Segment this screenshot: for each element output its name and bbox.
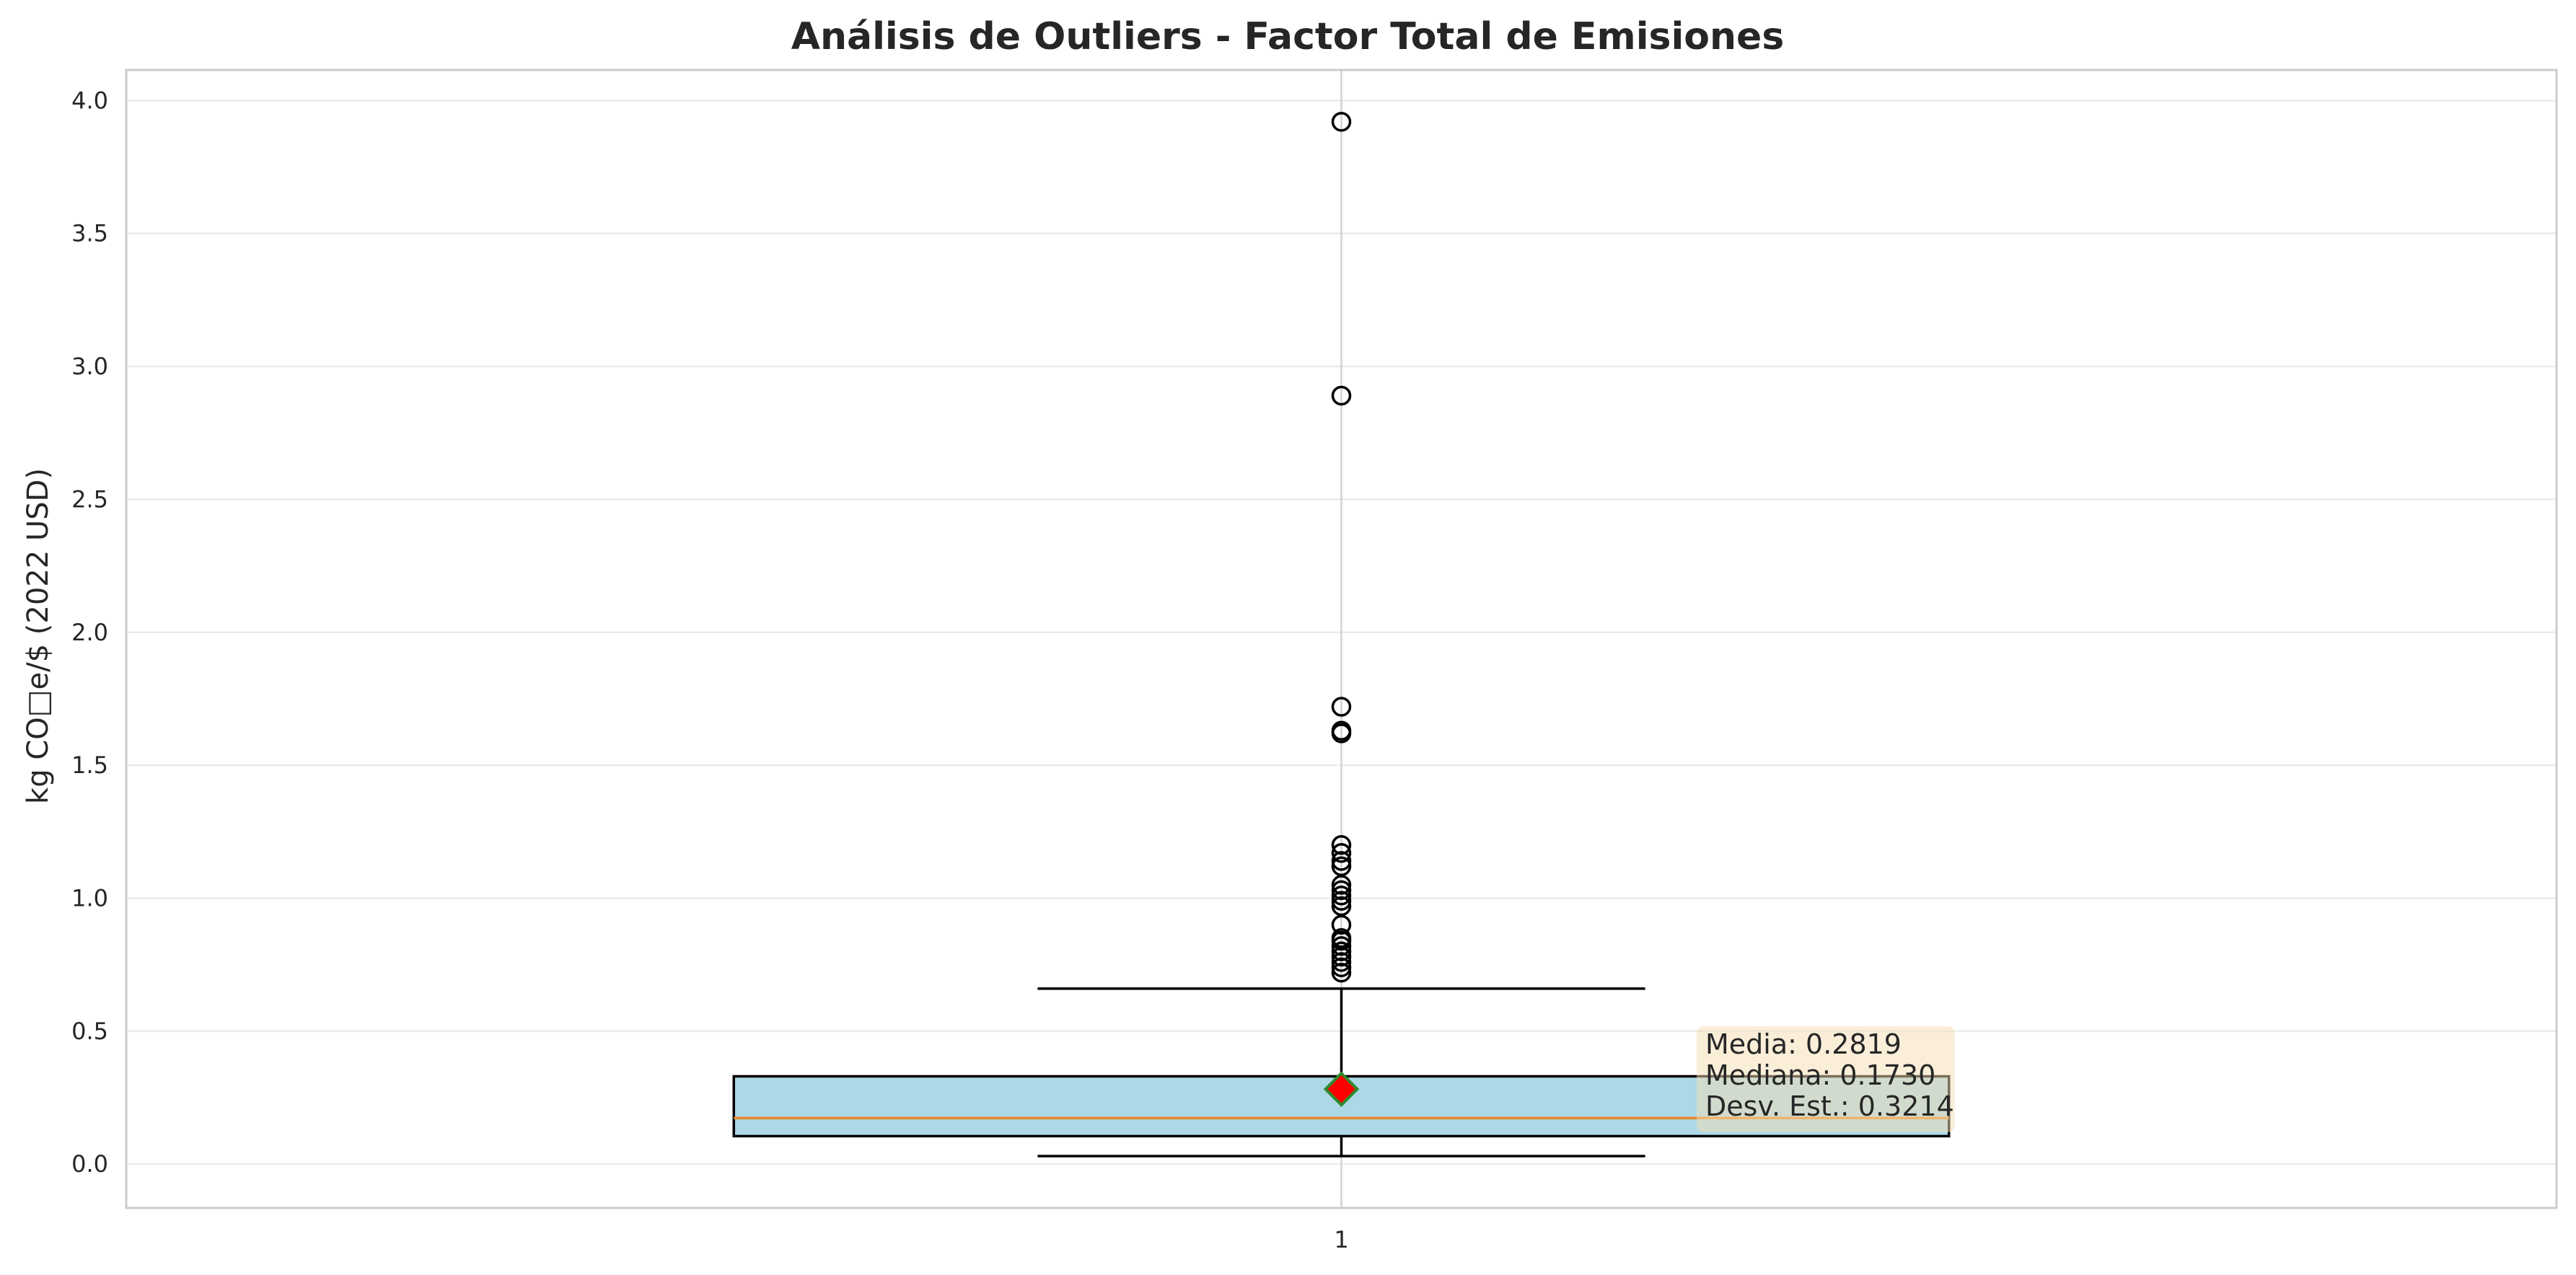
outlier-point	[1331, 843, 1352, 863]
outlier-point	[1331, 385, 1352, 406]
y-tick-label: 1.5	[71, 751, 108, 779]
mean-marker	[1323, 1071, 1360, 1108]
outlier-point	[1331, 914, 1352, 935]
outlier-point	[1331, 891, 1352, 911]
y-tick-label: 1.0	[71, 884, 108, 912]
outlier-point	[1331, 875, 1352, 895]
chart-title: Análisis de Outliers - Factor Total de E…	[791, 15, 1785, 58]
outlier-point	[1331, 851, 1352, 871]
outlier-point	[1331, 880, 1352, 901]
outlier-point	[1331, 720, 1352, 741]
outlier-point	[1331, 946, 1352, 967]
outlier-point	[1331, 896, 1352, 917]
outlier-point	[1331, 952, 1352, 972]
y-tick-label: 0.5	[71, 1018, 108, 1045]
stats-line: Mediana: 0.1730	[1705, 1059, 1935, 1091]
y-tick-label: 0.0	[71, 1150, 108, 1178]
y-tick-label: 3.5	[71, 220, 108, 247]
outlier-point	[1331, 112, 1352, 132]
stats-line: Desv. Est.: 0.3214	[1705, 1090, 1954, 1122]
plot-frame	[125, 69, 2558, 1209]
outlier-point	[1331, 936, 1352, 956]
y-tick-label: 3.0	[71, 353, 108, 380]
y-tick-label: 2.5	[71, 485, 108, 513]
x-tick-label: 1	[1334, 1226, 1348, 1253]
y-tick-label: 4.0	[71, 87, 108, 114]
y-axis-label: kg CO□e/$ (2022 USD)	[22, 468, 55, 804]
y-tick-label: 2.0	[71, 619, 108, 646]
outlier-point	[1331, 941, 1352, 961]
outlier-point	[1331, 886, 1352, 906]
axis-layer: 0.0 0.5 1.0 1.5 2.0 2.5 3.0 3.5 4.0 1	[71, 69, 2558, 1253]
outlier-point	[1331, 834, 1352, 855]
stats-line: Media: 0.2819	[1705, 1028, 1902, 1060]
outlier-point	[1331, 856, 1352, 876]
stats-box	[1697, 1026, 1955, 1132]
outlier-point	[1331, 962, 1352, 983]
outlier-point	[1331, 697, 1352, 717]
grid-layer	[126, 70, 2557, 1208]
outlier-point	[1331, 957, 1352, 978]
outlier-point	[1331, 928, 1352, 948]
